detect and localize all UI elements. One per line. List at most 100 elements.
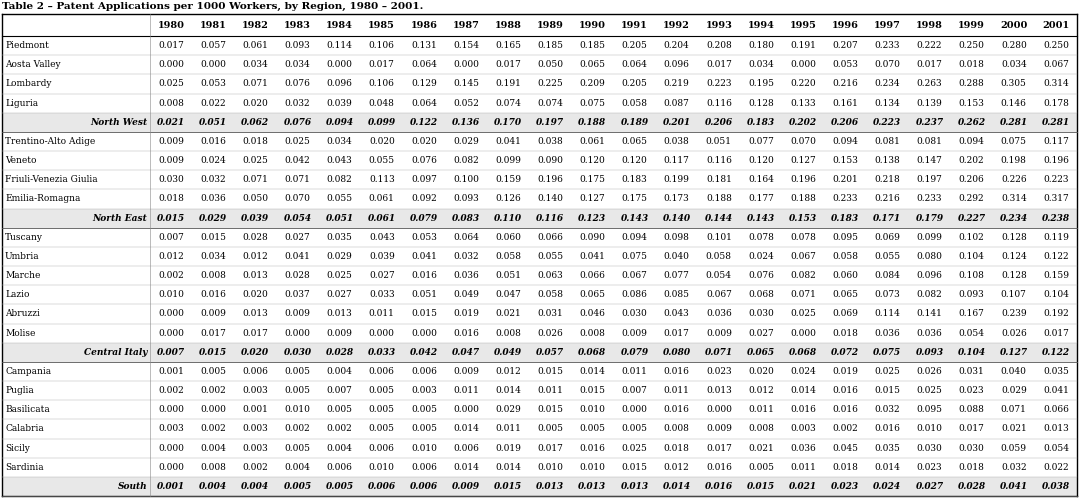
Text: 1984: 1984	[326, 20, 353, 29]
Text: 0.192: 0.192	[1043, 309, 1069, 318]
Text: 0.206: 0.206	[705, 118, 733, 127]
Text: North West: North West	[90, 118, 147, 127]
Text: 0.090: 0.090	[537, 156, 563, 165]
Text: 0.070: 0.070	[285, 194, 311, 203]
Text: 0.054: 0.054	[706, 271, 732, 280]
Text: 0.088: 0.088	[959, 405, 985, 414]
Text: 1998: 1998	[916, 20, 943, 29]
Text: 0.065: 0.065	[832, 290, 858, 299]
Text: 0.015: 0.015	[411, 309, 437, 318]
Text: 0.127: 0.127	[579, 194, 605, 203]
Text: 0.164: 0.164	[748, 175, 774, 184]
Text: 0.220: 0.220	[790, 79, 816, 89]
Text: 0.024: 0.024	[790, 367, 816, 376]
Text: 0.038: 0.038	[1042, 482, 1070, 491]
Text: 0.071: 0.071	[790, 290, 816, 299]
Text: 0.036: 0.036	[874, 329, 900, 338]
Text: 0.009: 0.009	[622, 329, 647, 338]
Text: 0.077: 0.077	[748, 137, 774, 146]
Text: 0.041: 0.041	[1000, 482, 1028, 491]
Text: 0.207: 0.207	[832, 41, 858, 50]
Text: 0.067: 0.067	[706, 290, 732, 299]
Text: 0.063: 0.063	[537, 271, 563, 280]
Text: 0.020: 0.020	[242, 348, 270, 357]
Text: Trentino-Alto Adige: Trentino-Alto Adige	[5, 137, 95, 146]
Text: 0.075: 0.075	[873, 348, 901, 357]
Text: 0.116: 0.116	[706, 99, 732, 108]
Text: 0.201: 0.201	[663, 118, 691, 127]
Text: 0.016: 0.016	[706, 463, 732, 472]
Text: 0.071: 0.071	[243, 175, 269, 184]
Text: 0.216: 0.216	[874, 194, 900, 203]
Text: 0.007: 0.007	[159, 233, 185, 242]
Text: 0.053: 0.053	[411, 233, 437, 242]
Text: 0.002: 0.002	[832, 424, 858, 433]
Text: 0.004: 0.004	[200, 482, 228, 491]
Bar	[2, 228, 1077, 247]
Text: 0.188: 0.188	[790, 194, 816, 203]
Text: 0.005: 0.005	[748, 463, 774, 472]
Text: 0.262: 0.262	[957, 118, 986, 127]
Text: 0.068: 0.068	[748, 290, 774, 299]
Text: 0.017: 0.017	[201, 329, 227, 338]
Text: 1997: 1997	[874, 20, 901, 29]
Text: 0.317: 0.317	[1043, 194, 1069, 203]
Text: 0.045: 0.045	[832, 444, 858, 453]
Text: 0.000: 0.000	[159, 405, 185, 414]
Text: 0.008: 0.008	[664, 424, 689, 433]
Text: 0.106: 0.106	[369, 79, 395, 89]
Text: 0.083: 0.083	[452, 214, 480, 223]
Text: 0.238: 0.238	[1042, 214, 1070, 223]
Text: 0.008: 0.008	[495, 329, 521, 338]
Text: 0.066: 0.066	[579, 271, 605, 280]
Text: 0.000: 0.000	[159, 60, 185, 69]
Text: 0.068: 0.068	[578, 348, 606, 357]
Text: 0.014: 0.014	[453, 424, 479, 433]
Text: 0.016: 0.016	[705, 482, 733, 491]
Text: 0.069: 0.069	[832, 309, 858, 318]
Text: 0.014: 0.014	[790, 386, 816, 395]
Text: 0.067: 0.067	[1043, 60, 1069, 69]
Text: 0.080: 0.080	[916, 252, 942, 261]
Text: 0.020: 0.020	[748, 367, 774, 376]
Text: 0.124: 0.124	[1001, 252, 1027, 261]
Text: 0.029: 0.029	[1001, 386, 1027, 395]
Text: 0.170: 0.170	[494, 118, 522, 127]
Text: 0.062: 0.062	[242, 118, 270, 127]
Text: 0.159: 0.159	[495, 175, 521, 184]
Text: 0.021: 0.021	[789, 482, 817, 491]
Bar	[2, 189, 1077, 209]
Text: 0.061: 0.061	[243, 41, 269, 50]
Text: 0.005: 0.005	[411, 405, 437, 414]
Text: 0.033: 0.033	[369, 290, 395, 299]
Text: Basilicata: Basilicata	[5, 405, 50, 414]
Text: 0.234: 0.234	[875, 79, 900, 89]
Text: 0.005: 0.005	[369, 424, 395, 433]
Text: 0.014: 0.014	[579, 367, 605, 376]
Text: 0.093: 0.093	[285, 41, 311, 50]
Text: 0.029: 0.029	[327, 252, 353, 261]
Text: 0.314: 0.314	[1043, 79, 1069, 89]
Text: 0.005: 0.005	[285, 386, 311, 395]
Text: 0.145: 0.145	[453, 79, 479, 89]
Text: 0.204: 0.204	[664, 41, 689, 50]
Text: 0.036: 0.036	[201, 194, 227, 203]
Text: 0.028: 0.028	[957, 482, 986, 491]
Text: 0.015: 0.015	[158, 214, 186, 223]
Text: 0.027: 0.027	[369, 271, 395, 280]
Text: 0.183: 0.183	[622, 175, 647, 184]
Text: 0.195: 0.195	[748, 79, 774, 89]
Text: 0.010: 0.010	[285, 405, 311, 414]
Text: Abruzzi: Abruzzi	[5, 309, 40, 318]
Text: 0.140: 0.140	[537, 194, 563, 203]
Text: 0.079: 0.079	[620, 348, 648, 357]
Text: 0.225: 0.225	[537, 79, 563, 89]
Text: 0.006: 0.006	[453, 444, 479, 453]
Text: 0.039: 0.039	[327, 99, 353, 108]
Text: 1993: 1993	[706, 20, 733, 29]
Text: 0.222: 0.222	[917, 41, 942, 50]
Text: 0.010: 0.010	[537, 463, 563, 472]
Text: 0.018: 0.018	[664, 444, 689, 453]
Text: 0.016: 0.016	[790, 405, 816, 414]
Text: 0.004: 0.004	[285, 463, 311, 472]
